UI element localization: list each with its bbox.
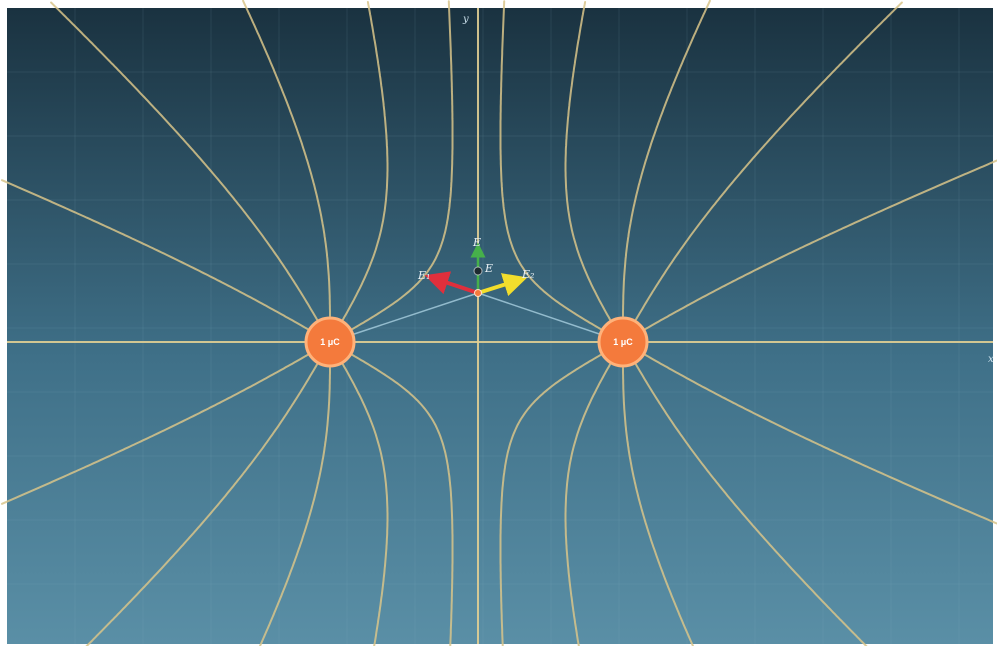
charge-right-label: 1 μC (613, 337, 633, 347)
vector-e2-label: E₂ (521, 268, 534, 281)
x-axis-label: x (988, 354, 994, 365)
charge-left[interactable]: 1 μC (306, 318, 354, 366)
test-point-marker[interactable] (475, 290, 482, 297)
dot-icon[interactable] (474, 267, 482, 275)
y-axis-label: y (462, 14, 469, 25)
charge-left-label: 1 μC (320, 337, 340, 347)
vector-e-sub-label: E (484, 262, 493, 275)
vector-e1-label: E₁ (417, 269, 430, 282)
vector-e-total-label: E (472, 236, 481, 249)
charge-right[interactable]: 1 μC (599, 318, 647, 366)
